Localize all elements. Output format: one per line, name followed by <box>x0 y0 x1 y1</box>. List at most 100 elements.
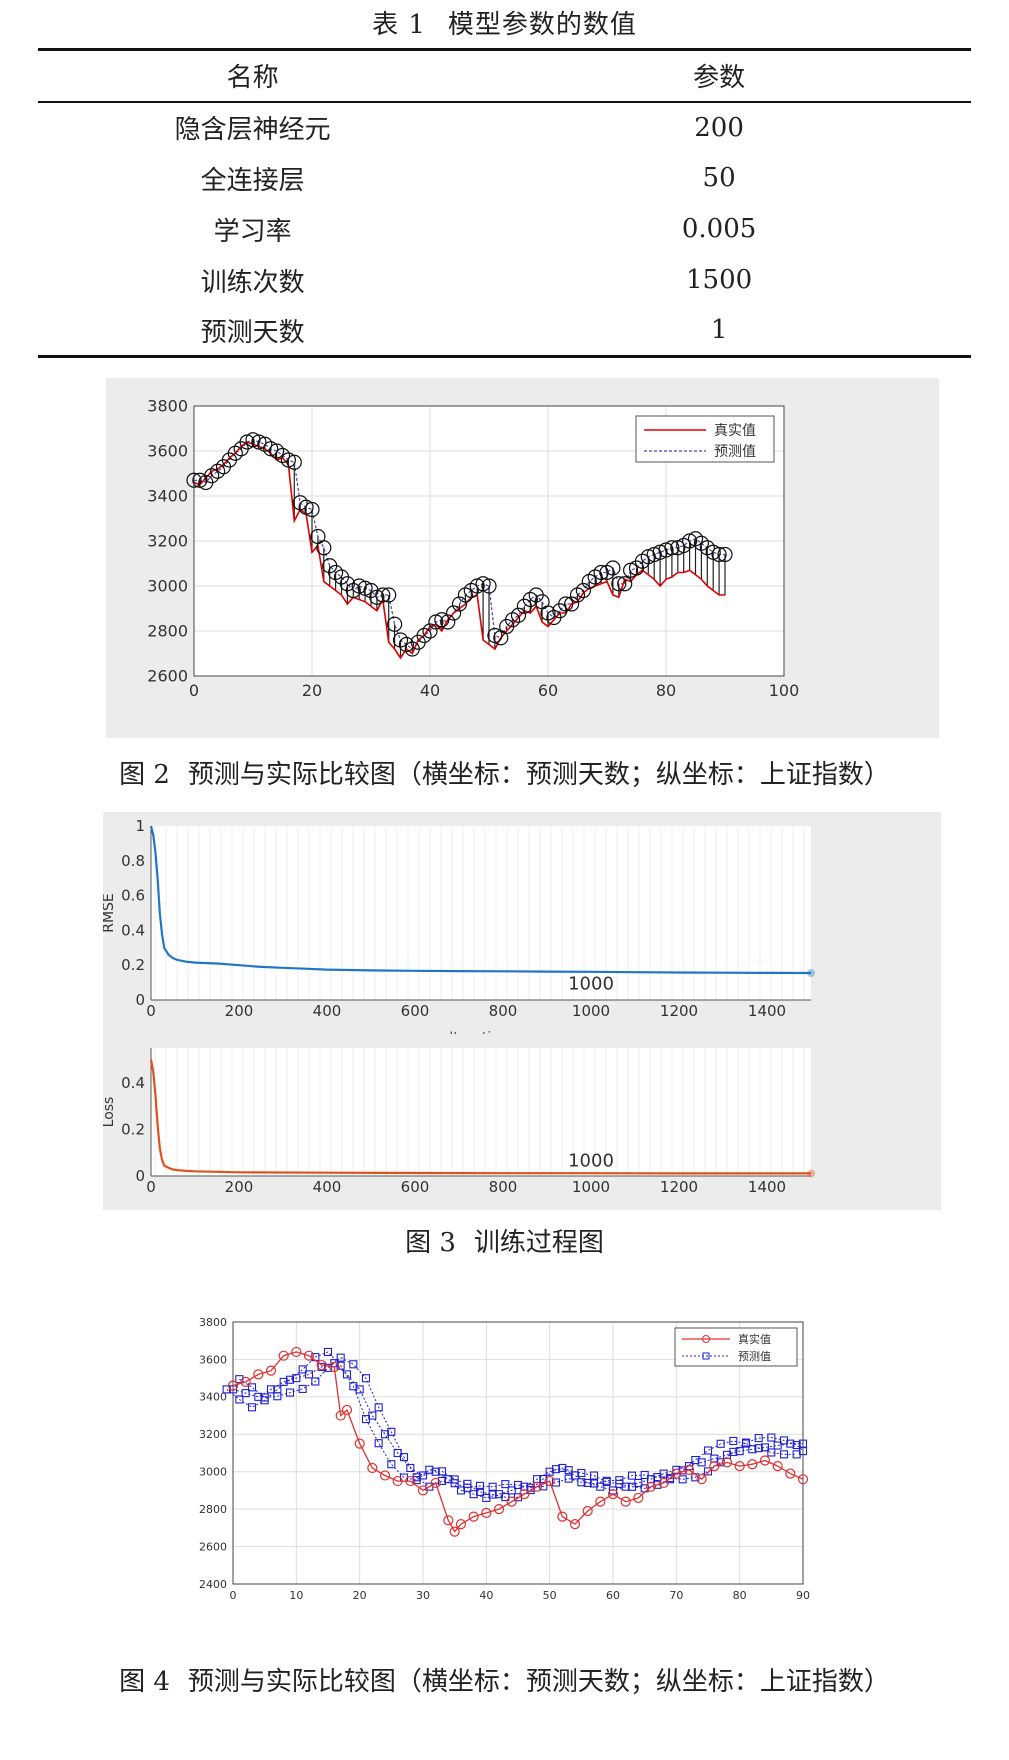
data-point-square <box>387 1460 396 1469</box>
x-tick-label: 1400 <box>748 1002 786 1020</box>
data-point-square <box>653 1473 662 1482</box>
data-point-circle <box>540 605 556 621</box>
data-point-square <box>285 1375 295 1384</box>
end-marker <box>807 969 815 978</box>
data-point-circle <box>582 1505 593 1517</box>
data-point-circle <box>709 1461 720 1472</box>
x-tick-label: 80 <box>656 681 676 700</box>
data-point-circle <box>449 1526 460 1537</box>
data-point-circle <box>329 1361 340 1373</box>
data-point-circle <box>699 540 715 556</box>
x-tick-label: 1000 <box>572 1178 610 1196</box>
x-tick-label: 200 <box>225 1002 254 1020</box>
data-point-square <box>665 1473 675 1483</box>
data-point-square <box>279 1377 288 1386</box>
data-point-square <box>285 1388 295 1397</box>
table-title: 表 1 模型参数的数值 <box>0 4 1009 41</box>
data-point-square <box>539 1482 548 1491</box>
series-line <box>149 825 812 975</box>
data-point-circle <box>522 591 538 608</box>
figure-4-caption: 图 4 预测与实际比较图（横坐标：预测天数；纵坐标：上证指数） <box>0 1661 1009 1698</box>
x-tick-label: 600 <box>401 1178 430 1196</box>
x-tick-label: 400 <box>313 1178 342 1196</box>
data-point-circle <box>569 587 586 603</box>
x-tick-label: 0 <box>146 1178 156 1196</box>
y-tick-label: 0 <box>135 991 145 1009</box>
data-point-square <box>779 1450 789 1459</box>
data-point-circle <box>531 1481 543 1492</box>
data-point-circle <box>581 573 597 590</box>
x-tick-label: 90 <box>796 1589 810 1602</box>
data-point-square <box>425 1465 434 1474</box>
data-point-circle <box>440 614 456 630</box>
y-tick-label: 0.2 <box>121 1120 145 1138</box>
y-axis-label: RMSE <box>103 893 117 933</box>
param-name: 隐含层神经元 <box>174 115 331 145</box>
data-point-circle <box>759 1455 771 1466</box>
y-tick-label: 3600 <box>199 1353 227 1366</box>
data-point-circle <box>772 1461 783 1472</box>
data-point-circle <box>683 1464 695 1475</box>
x-tick-label: 100 <box>769 681 800 700</box>
data-point-circle <box>481 1507 492 1518</box>
data-point-square <box>716 1439 725 1448</box>
chart-annotation: 1000 <box>568 974 614 995</box>
figure-3-chart: 0 200 400 600 800 1000 1200 1400 0 0.2 0.4 0.6 0.8 1 1… <box>101 817 941 1196</box>
table-row: 学习率 0.005 <box>38 204 971 255</box>
data-point-square <box>760 1443 770 1452</box>
x-tick-label: 20 <box>302 681 322 700</box>
y-tick-label: 0.8 <box>121 852 145 870</box>
figure-4-panel: 0 10 20 30 40 50 60 70 80 90 2400 2600 2800 3000 3200 3… <box>185 1310 875 1630</box>
data-point-circle <box>274 447 291 464</box>
figure-4-chart: 0 10 20 30 40 50 60 70 80 90 2400 2600 2800 3000 3200 3… <box>199 1316 810 1602</box>
data-point-circle <box>468 1511 479 1522</box>
data-point-square <box>418 1471 428 1480</box>
data-point-circle <box>620 1496 631 1507</box>
data-point-square <box>735 1447 744 1456</box>
y-tick-label: 0.4 <box>121 921 145 939</box>
data-point-circle <box>253 1369 264 1380</box>
table-number: 表 1 <box>372 10 426 40</box>
data-point-square <box>304 1370 314 1379</box>
figure-2-panel: 0 20 40 60 80 100 2600 2800 3000 3200 3400 3600 3800… <box>106 378 939 738</box>
data-point-square <box>298 1365 307 1374</box>
series-line-actual <box>232 1351 804 1533</box>
data-point-circle <box>481 578 497 594</box>
end-marker <box>807 1169 815 1178</box>
data-point-circle <box>345 582 361 599</box>
y-tick-label: 2600 <box>199 1540 227 1553</box>
data-point-circle <box>186 472 202 488</box>
data-point-square <box>437 1467 447 1476</box>
data-point-square <box>507 1486 516 1495</box>
data-point-square <box>374 1439 383 1448</box>
data-point-square <box>406 1463 415 1473</box>
data-point-circle <box>721 1457 733 1468</box>
data-point-circle <box>278 1350 289 1361</box>
chart-annotation: 1000 <box>568 1151 614 1172</box>
y-tick-label: 3800 <box>199 1316 227 1329</box>
figure-2-caption: 图 2 预测与实际比较图（横坐标：预测天数；纵坐标：上证指数） <box>0 754 1009 791</box>
data-point-circle <box>457 587 473 603</box>
plot-frame <box>193 405 785 677</box>
data-point-square <box>463 1483 472 1492</box>
label-mask <box>103 1034 941 1048</box>
legend-label: 真实值 <box>714 423 756 439</box>
figure-2-number: 图 2 <box>119 760 170 790</box>
x-tick-label: 1200 <box>660 1002 698 1020</box>
data-point-square <box>729 1447 738 1456</box>
data-point-circle <box>605 560 621 576</box>
y-tick-label: 2600 <box>147 667 188 686</box>
data-point-square <box>703 1446 713 1455</box>
data-point-circle <box>367 1462 378 1474</box>
data-point-square <box>323 1347 333 1357</box>
data-point-circle <box>328 564 344 581</box>
data-point-square <box>336 1353 345 1362</box>
y-tick-label: 0.2 <box>121 956 145 974</box>
data-point-square <box>602 1476 611 1485</box>
y-tick-label: 2800 <box>199 1503 227 1516</box>
data-point-square <box>494 1490 504 1499</box>
data-point-square <box>691 1455 700 1465</box>
data-point-square <box>349 1360 358 1369</box>
x-tick-label: 40 <box>479 1589 493 1602</box>
